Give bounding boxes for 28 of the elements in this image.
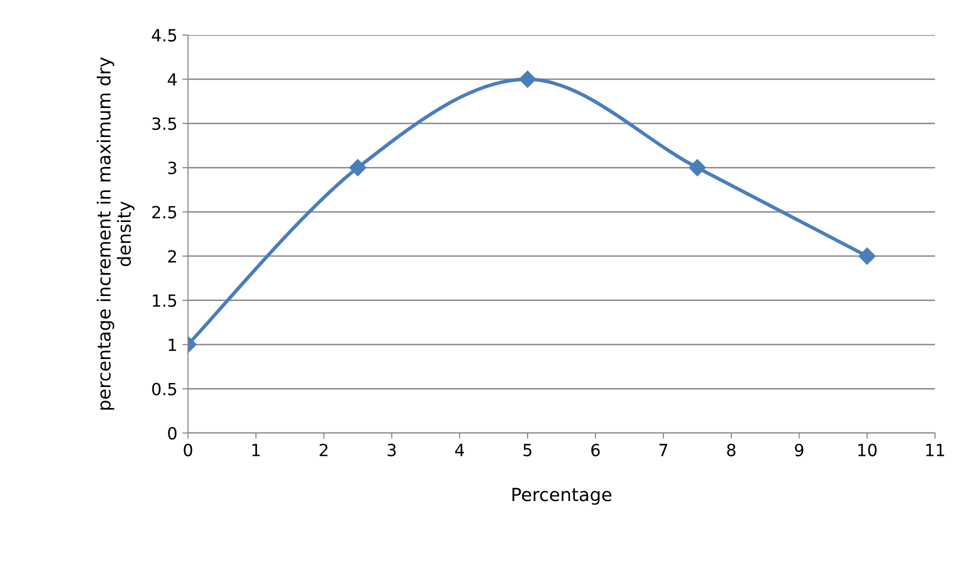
y-tick-label: 0 — [168, 426, 176, 440]
y-tick-label: 3.5 — [152, 117, 176, 130]
x-tick-label: 1 — [252, 444, 260, 456]
x-tick-label: 5 — [524, 444, 532, 456]
y-tick-label: 2.5 — [152, 206, 176, 218]
point — [349, 159, 366, 176]
point — [518, 70, 536, 88]
y-tick-label: 4 — [168, 73, 177, 86]
x-tick-label: 6 — [591, 444, 600, 456]
x-tick-label: 2 — [320, 444, 328, 456]
x-tick-label: 3 — [388, 444, 396, 456]
y-tick-label: 2 — [168, 250, 176, 262]
x-tick-label: 0 — [184, 444, 192, 456]
x-tick-label: 7 — [659, 444, 668, 456]
x-tick-label: 8 — [727, 444, 736, 456]
point — [688, 159, 706, 176]
x-tick-label: 11 — [926, 444, 944, 456]
point — [858, 248, 876, 265]
y-tick-label: 3 — [168, 162, 176, 174]
x-tick-label: 9 — [794, 444, 804, 456]
y-tick-label: 1 — [168, 338, 176, 351]
y-tick-label: 1.5 — [152, 294, 176, 307]
x-tick-label: 10 — [858, 444, 877, 456]
x-tick-label: 4 — [455, 444, 464, 456]
y-axis-title: percentage increment in maximum dry density — [96, 57, 134, 410]
y-tick-label: 4.5 — [152, 29, 176, 42]
y-tick-label: 0.5 — [152, 382, 176, 396]
x-axis-title: Percentage — [512, 488, 612, 505]
